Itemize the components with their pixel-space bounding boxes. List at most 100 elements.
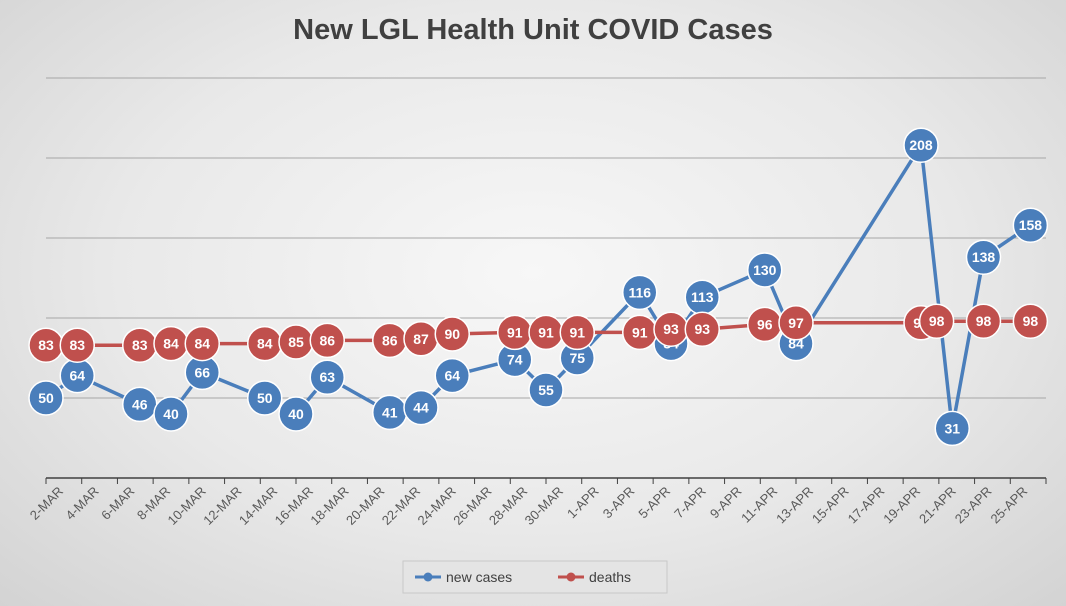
data-label-new-cases: 44 [413,400,429,416]
data-label-new-cases: 130 [753,262,777,278]
data-label-deaths: 86 [319,332,335,348]
data-point-new-cases [934,410,970,447]
data-label-deaths: 98 [1023,313,1039,329]
x-tick-label: 4-MAR [62,484,101,523]
x-tick-label: 18-MAR [307,484,351,528]
data-label-new-cases: 46 [132,396,148,412]
x-tick-label: 24-MAR [415,484,459,528]
data-label-deaths: 96 [757,316,773,332]
data-label-deaths: 83 [38,337,54,353]
data-point-new-cases [622,274,658,311]
data-point-new-cases [747,252,783,288]
x-tick-label: 30-MAR [522,484,566,528]
x-tick-label: 17-APR [845,484,888,527]
x-tick-label: 7-APR [671,484,709,522]
x-tick-label: 13-APR [773,484,816,527]
data-label-new-cases: 50 [257,390,273,406]
data-label-deaths: 91 [632,324,648,340]
data-point-new-cases [309,359,345,395]
data-label-new-cases: 66 [194,364,210,380]
data-point-deaths [434,316,470,352]
data-label-deaths: 91 [538,324,554,340]
data-point-deaths [559,314,595,351]
x-tick-label: 6-MAR [98,484,137,523]
data-label-new-cases: 64 [444,368,460,384]
x-tick-label: 23-APR [952,484,995,527]
x-tick-label: 14-MAR [236,484,280,528]
data-point-deaths [918,303,955,339]
legend-swatch-marker-deaths [566,572,576,582]
data-point-deaths [1012,303,1049,339]
x-tick-label: 20-MAR [343,484,387,528]
x-tick-label: 12-MAR [200,484,244,528]
data-point-new-cases [528,372,564,408]
x-tick-label: 3-APR [600,484,638,522]
data-label-deaths: 93 [663,321,679,337]
data-label-new-cases: 31 [944,420,960,436]
data-point-deaths [965,303,1002,339]
data-point-new-cases [278,396,314,432]
x-tick-label: 15-APR [809,484,852,527]
legend-box [402,560,668,594]
data-label-new-cases: 158 [1019,217,1043,233]
data-label-deaths: 84 [163,336,179,352]
data-label-deaths: 86 [382,332,398,348]
data-label-deaths: 97 [788,315,804,331]
data-label-deaths: 84 [257,336,273,352]
data-point-deaths [778,305,814,341]
x-tick-label: 10-MAR [165,484,209,528]
data-point-new-cases [28,380,64,416]
data-label-new-cases: 138 [972,249,996,265]
legend-swatch-marker-new-cases [423,572,433,582]
data-label-new-cases: 40 [163,406,179,422]
x-tick-label: 26-MAR [450,484,494,528]
x-tick-label: 5-APR [635,484,673,522]
data-label-new-cases: 50 [38,390,54,406]
data-point-deaths [59,327,95,363]
data-point-new-cases [903,127,939,163]
x-tick-label: 16-MAR [272,484,316,528]
data-label-deaths: 91 [569,324,585,340]
data-point-new-cases [434,357,470,394]
chart-title: New LGL Health Unit COVID Cases [293,14,773,46]
data-label-new-cases: 75 [569,350,585,366]
x-tick-label: 22-MAR [379,484,423,528]
data-label-new-cases: 116 [628,284,651,300]
x-tick-label: 21-APR [916,484,959,527]
data-label-deaths: 93 [694,321,710,337]
data-label-deaths: 91 [507,324,523,340]
data-label-deaths: 87 [413,331,429,347]
data-label-deaths: 83 [132,337,148,353]
data-label-deaths: 84 [194,336,210,352]
x-tick-label: 25-APR [987,484,1030,527]
data-label-deaths: 90 [444,326,460,342]
data-point-new-cases [403,389,439,426]
data-point-new-cases [1012,207,1049,243]
data-label-deaths: 83 [69,337,85,353]
data-label-new-cases: 55 [538,382,554,398]
data-point-deaths [309,322,345,359]
data-label-new-cases: 208 [909,137,933,153]
data-label-new-cases: 113 [691,289,714,305]
x-tick-label: 19-APR [880,484,923,527]
data-label-new-cases: 64 [69,368,85,384]
data-label-deaths: 98 [976,313,992,329]
data-point-new-cases [965,239,1002,275]
data-label-new-cases: 41 [382,404,398,420]
x-tick-label: 28-MAR [486,484,530,528]
x-tick-label: 11-APR [738,484,780,526]
data-label-new-cases: 74 [507,352,523,368]
legend-label-new-cases: new cases [446,569,512,585]
data-point-deaths [684,311,720,347]
data-label-new-cases: 63 [319,369,335,385]
legend-label-deaths: deaths [589,569,631,585]
data-point-new-cases [247,380,283,416]
data-label-deaths: 98 [929,313,945,329]
data-point-new-cases [153,396,189,432]
data-label-deaths: 85 [288,334,304,350]
x-tick-label: 1-APR [564,484,602,522]
x-tick-label: 2-MAR [27,484,66,523]
data-label-new-cases: 40 [288,406,304,422]
